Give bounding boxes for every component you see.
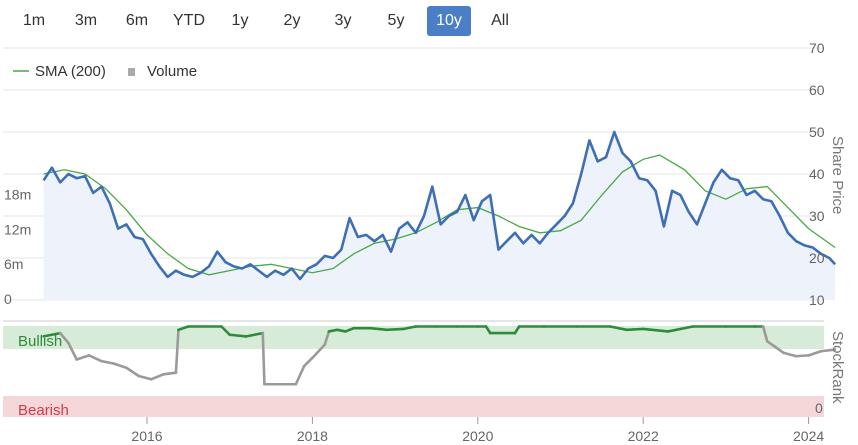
price-tick-label: 60 [809,82,825,98]
stockrank-segment [244,331,265,338]
stockrank-segment [625,327,645,332]
range-button-1y[interactable]: 1y [226,6,254,36]
legend-volume-label[interactable]: Volume [147,63,197,80]
price-line [42,130,837,281]
range-button-ytd[interactable]: YTD [166,6,212,36]
rank-zones [3,326,824,417]
range-selector: 1m 3m 6m YTD 1y 2y 3y 5y 10y All [0,0,858,42]
stockrank-segment [302,356,314,368]
price-tick-label: 30 [809,208,825,224]
stockrank-segment [58,331,70,345]
x-tick-label: 2016 [131,428,162,444]
stockrank-axis-title: StockRank [829,331,846,404]
stockrank-segment [220,325,231,337]
stockrank-segment [765,340,777,349]
price-tick-label: 50 [809,124,825,140]
bullish-zone [3,326,824,349]
x-tick-label: 2024 [793,428,824,444]
volume-legend-swatch [128,68,135,76]
stockrank-segment [761,325,769,343]
range-button-5y[interactable]: 5y [382,6,410,36]
stockrank-segment [323,330,331,346]
stockrank-segment [402,325,418,331]
stockrank-segment [137,374,153,381]
stockrank-segment [125,366,141,378]
legend: SMA (200) Volume [13,63,197,80]
x-tick-label: 2018 [297,428,328,444]
stockrank-segment [149,373,165,381]
sma-line [43,154,836,276]
price-tick-label: 40 [809,166,825,182]
stockrank-segment [294,364,306,386]
price-tick-label: 70 [809,40,825,56]
stockrank-segment [112,362,128,370]
stockrank-segment [774,345,786,355]
stockrank-line [42,325,837,386]
bearish-zone-label: Bearish [18,402,69,419]
stockrank-segment [162,371,178,376]
price-tick-label: 20 [809,250,825,266]
stockrank-segment [807,349,823,357]
stockrank-segment [42,331,62,338]
volume-tick-label: 18m [4,187,31,203]
stockrank-segment [608,325,628,332]
price-area [43,132,836,300]
stockrank-tick-label: 0 [815,400,823,416]
range-button-6m[interactable]: 6m [121,6,153,36]
stockrank-segment [174,328,180,375]
stockrank-segment [177,325,190,332]
stockrank-segment [782,351,798,358]
stockrank-segment [344,326,356,333]
stockrank-segment [368,326,389,332]
stockrank-segment [87,354,103,363]
stockrank-segment [794,354,810,358]
range-button-2y[interactable]: 2y [278,6,306,36]
stockrank-segment [261,331,266,386]
volume-tick-label: 12m [4,221,31,237]
x-tick-label: 2022 [628,428,659,444]
stockrank-segment [641,327,670,333]
stockrank-segment [75,354,91,361]
stockrank-segment [666,325,695,333]
stockrank-segment [67,341,79,361]
stockrank-segment [327,328,339,333]
legend-sma-label[interactable]: SMA (200) [35,63,106,80]
bullish-zone-label: Bullish [18,333,62,350]
price-tick-label: 10 [809,292,825,308]
stockrank-segment [819,348,837,353]
share-price-axis-title: Share Price [829,136,846,214]
stockrank-segment [228,333,248,338]
range-button-10y[interactable]: 10y [427,6,471,36]
stockrank-segment [311,343,327,360]
range-button-3m[interactable]: 3m [70,6,102,36]
bearish-zone [3,396,824,417]
stockrank-segment [335,328,347,333]
range-button-3y[interactable]: 3y [329,6,357,36]
range-button-1m[interactable]: 1m [18,6,50,36]
axis-labels: 70 60 50 40 30 20 10 18m 12m 6m 0 0 2016 2018 2020 2022… [4,40,825,444]
x-tick-label: 2020 [462,428,493,444]
stockrank-segment [385,327,405,332]
stockrank-segment [100,359,116,365]
volume-tick-label: 6m [4,256,23,272]
range-button-all[interactable]: All [484,6,516,36]
volume-tick-label: 0 [4,291,12,307]
